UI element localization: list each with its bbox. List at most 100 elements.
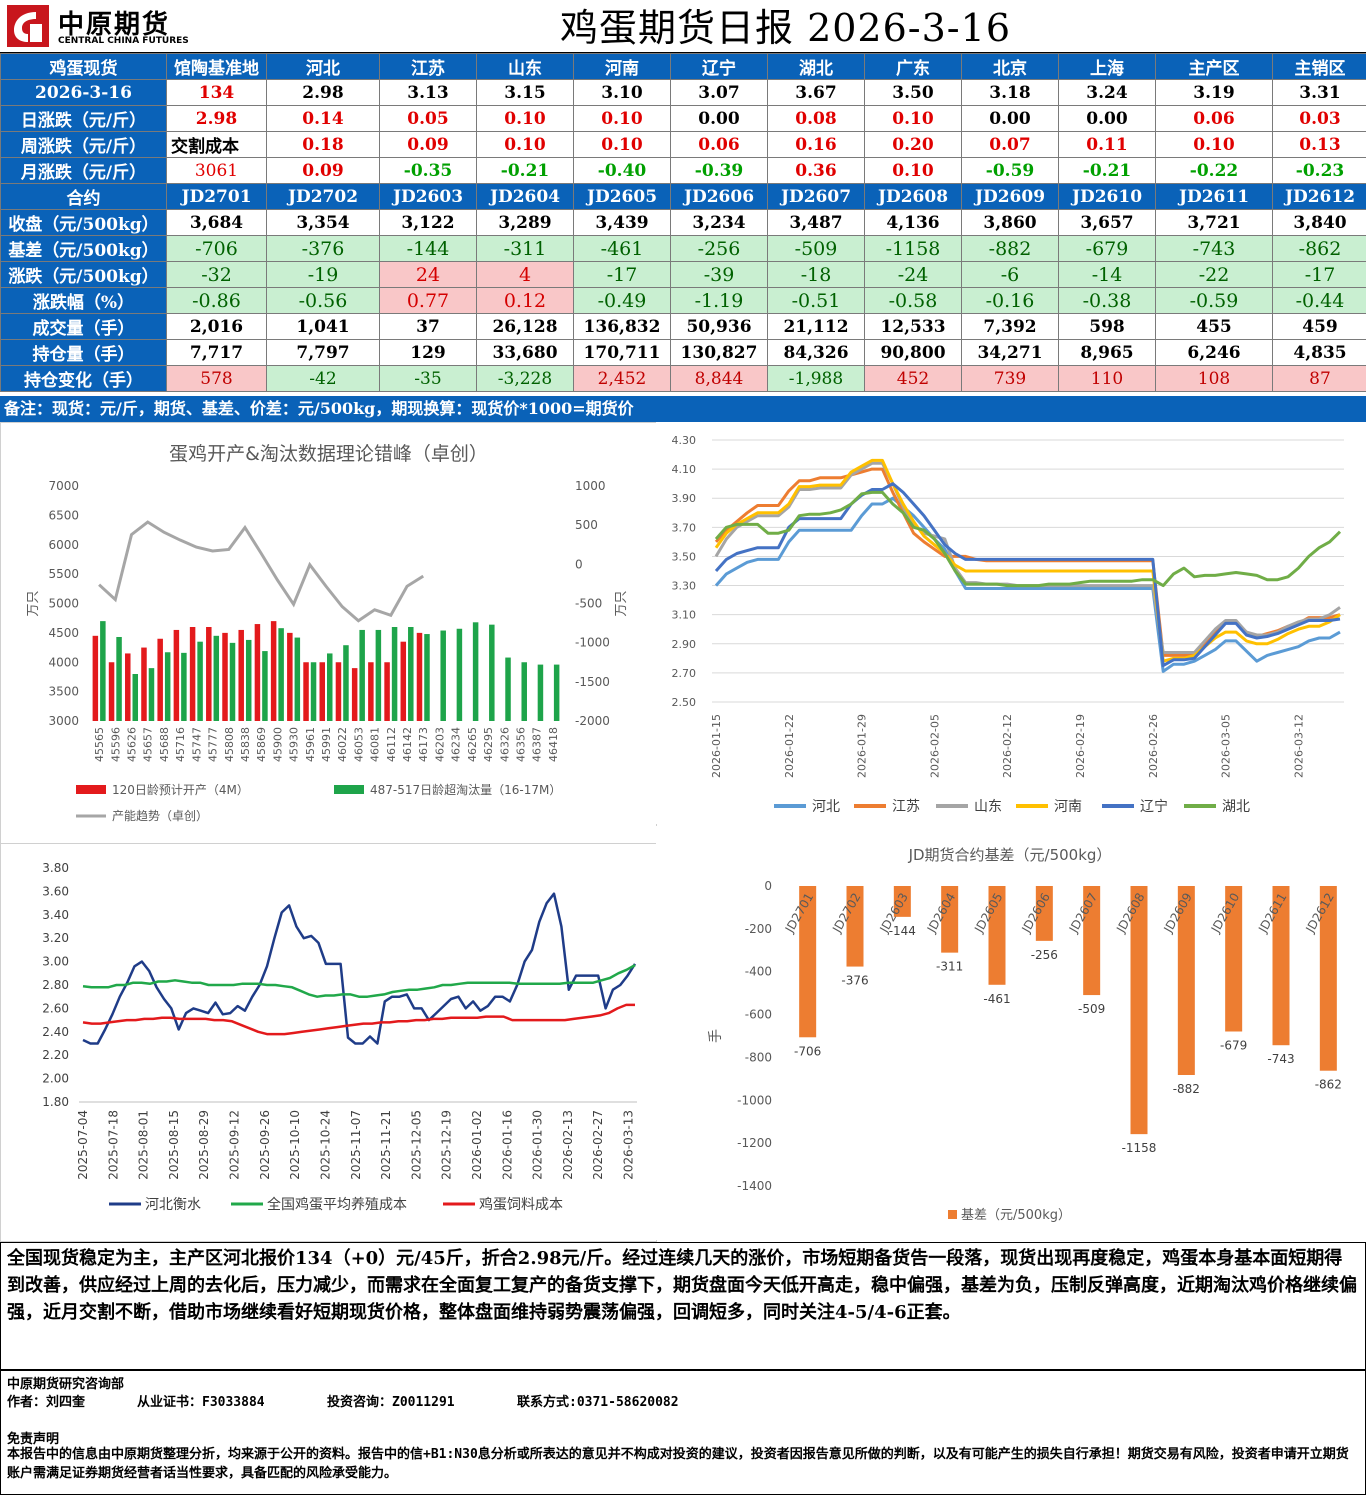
futures-value-cell: 459 [1272, 313, 1366, 340]
basis-bar [1035, 886, 1053, 941]
spot-value-cell: 0.10 [864, 105, 962, 132]
legend-label: 山东 [974, 799, 1002, 815]
spot-row-label: 2026-3-16 [0, 79, 167, 106]
x-tick-label: 45777 [207, 727, 220, 762]
futures-value-cell: -0.56 [266, 287, 380, 314]
x-tick-label: 2025-10-10 [288, 1110, 302, 1180]
spot-value-cell: 3.50 [864, 79, 962, 106]
open-bar [92, 635, 99, 721]
spot-value-cell: 0.10 [476, 131, 574, 158]
open-bar [238, 629, 244, 721]
futures-value-cell: 3,487 [767, 209, 865, 236]
x-tick-label: 2025-08-29 [197, 1110, 211, 1180]
basis-data-label: -256 [1031, 948, 1058, 962]
futures-value-cell: -42 [266, 365, 380, 392]
spot-header-cell: 主产区 [1155, 53, 1273, 80]
y-tick-label: 3.30 [672, 580, 697, 593]
spot-row-label: 周涨跌（元/斤） [0, 131, 167, 158]
x-tick-label: 2026-01-29 [856, 714, 869, 778]
x-tick-label: 45838 [239, 727, 252, 762]
basis-data-label: -311 [936, 960, 963, 974]
spot-value-cell: 0.09 [266, 157, 380, 184]
y2-tick-label: 500 [575, 518, 598, 532]
contract-header-cell: JD2701 [166, 183, 267, 210]
x-tick-label: 45626 [126, 727, 139, 762]
cull-bar [375, 629, 382, 721]
y-tick-label: 2.90 [672, 638, 697, 651]
cull-bar [456, 628, 463, 721]
x-tick-label: 45808 [223, 727, 236, 762]
layer-capacity-chart: 蛋鸡开产&淘汰数据理论错峰（卓创） 3000 3500 4000 4500 5000 55… [0, 422, 657, 844]
basis-bar [1272, 886, 1290, 1046]
futures-value-cell: 24 [379, 261, 477, 288]
futures-value-cell: -39 [670, 261, 768, 288]
y-tick-label: 3.80 [42, 861, 69, 875]
futures-value-cell: 12,533 [864, 313, 962, 340]
x-tick-label: 45747 [190, 727, 203, 762]
futures-value-cell: -24 [864, 261, 962, 288]
futures-value-cell: -0.16 [961, 287, 1059, 314]
logo-text: 中原期货 [58, 10, 171, 40]
x-tick-label: 46356 [514, 727, 527, 762]
x-tick-label: 46418 [547, 727, 560, 762]
x-tick-label: 45900 [271, 727, 284, 762]
y-tick-label: 3.90 [672, 492, 697, 505]
spot-row: 月涨跌（元/斤） 3061 0.09 -0.35 -0.21 -0.40 -0.39 0.36… [0, 157, 1366, 184]
x-tick-label: 2026-03-05 [1220, 714, 1233, 778]
x-tick-label: 2026-03-12 [1292, 714, 1305, 778]
open-bar [270, 621, 277, 721]
spot-value-cell: 0.00 [670, 105, 768, 132]
layer-capacity-plot: 300035004000450050005500600065007000-200… [26, 479, 629, 823]
futures-value-cell: 110 [1058, 365, 1156, 392]
y-tick-label: 2.80 [42, 978, 69, 992]
basis-data-label: -376 [841, 974, 868, 988]
cull-bar [148, 668, 155, 721]
spot-base-cell: 3061 [166, 157, 267, 184]
y-tick-label: 3.60 [42, 884, 69, 898]
futures-row-label: 基差（元/500kg） [0, 235, 167, 262]
futures-value-cell: -3,228 [476, 365, 574, 392]
futures-value-cell: -862 [1272, 235, 1366, 262]
contract-header-cell: JD2612 [1272, 183, 1366, 210]
futures-value-cell: 3,657 [1058, 209, 1156, 236]
cull-bar [164, 652, 171, 721]
x-tick-label: 46326 [498, 727, 511, 762]
open-bar [319, 662, 325, 721]
legend-label: 120日龄预计开产（4M） [112, 783, 249, 797]
x-tick-label: 46295 [482, 727, 495, 762]
futures-value-cell: -0.86 [166, 287, 267, 314]
contract-header-cell: JD2603 [379, 183, 477, 210]
futures-value-cell: 3,684 [166, 209, 267, 236]
x-tick-label: 45565 [93, 727, 106, 762]
x-tick-label: 46265 [466, 727, 479, 762]
legend-label: 全国鸡蛋平均养殖成本 [267, 1196, 407, 1213]
x-tick-label: 46173 [417, 727, 430, 762]
x-tick-label: 46022 [336, 727, 349, 762]
y2-axis-label: 万只 [614, 590, 629, 616]
futures-value-cell: 3,234 [670, 209, 768, 236]
legend-marker [948, 1210, 957, 1219]
spot-value-cell: 3.31 [1272, 79, 1366, 106]
spot-value-cell: 0.09 [379, 131, 477, 158]
x-tick-label: 2026-01-30 [531, 1110, 545, 1180]
cull-bar [294, 637, 301, 721]
futures-value-cell: -706 [166, 235, 267, 262]
y-tick-label: -200 [745, 922, 772, 936]
cull-bar [213, 635, 220, 721]
basis-bar [1177, 886, 1195, 1075]
basis-data-label: -743 [1267, 1052, 1294, 1066]
x-tick-label: 2026-02-26 [1147, 714, 1160, 778]
futures-value-cell: 3,289 [476, 209, 574, 236]
legend-marker [334, 785, 364, 794]
futures-value-cell: 8,844 [670, 365, 768, 392]
y-tick-label: 3.00 [42, 955, 69, 969]
futures-value-cell: -14 [1058, 261, 1156, 288]
spot-base-cell: 交割成本 [166, 131, 267, 158]
basis-data-label: -679 [1220, 1039, 1247, 1053]
x-tick-label: 2025-09-26 [258, 1110, 272, 1180]
basis-data-label: -1158 [1122, 1141, 1157, 1155]
futures-value-cell: -0.51 [767, 287, 865, 314]
futures-value-cell: 598 [1058, 313, 1156, 340]
futures-value-cell: 455 [1155, 313, 1273, 340]
futures-value-cell: 3,840 [1272, 209, 1366, 236]
